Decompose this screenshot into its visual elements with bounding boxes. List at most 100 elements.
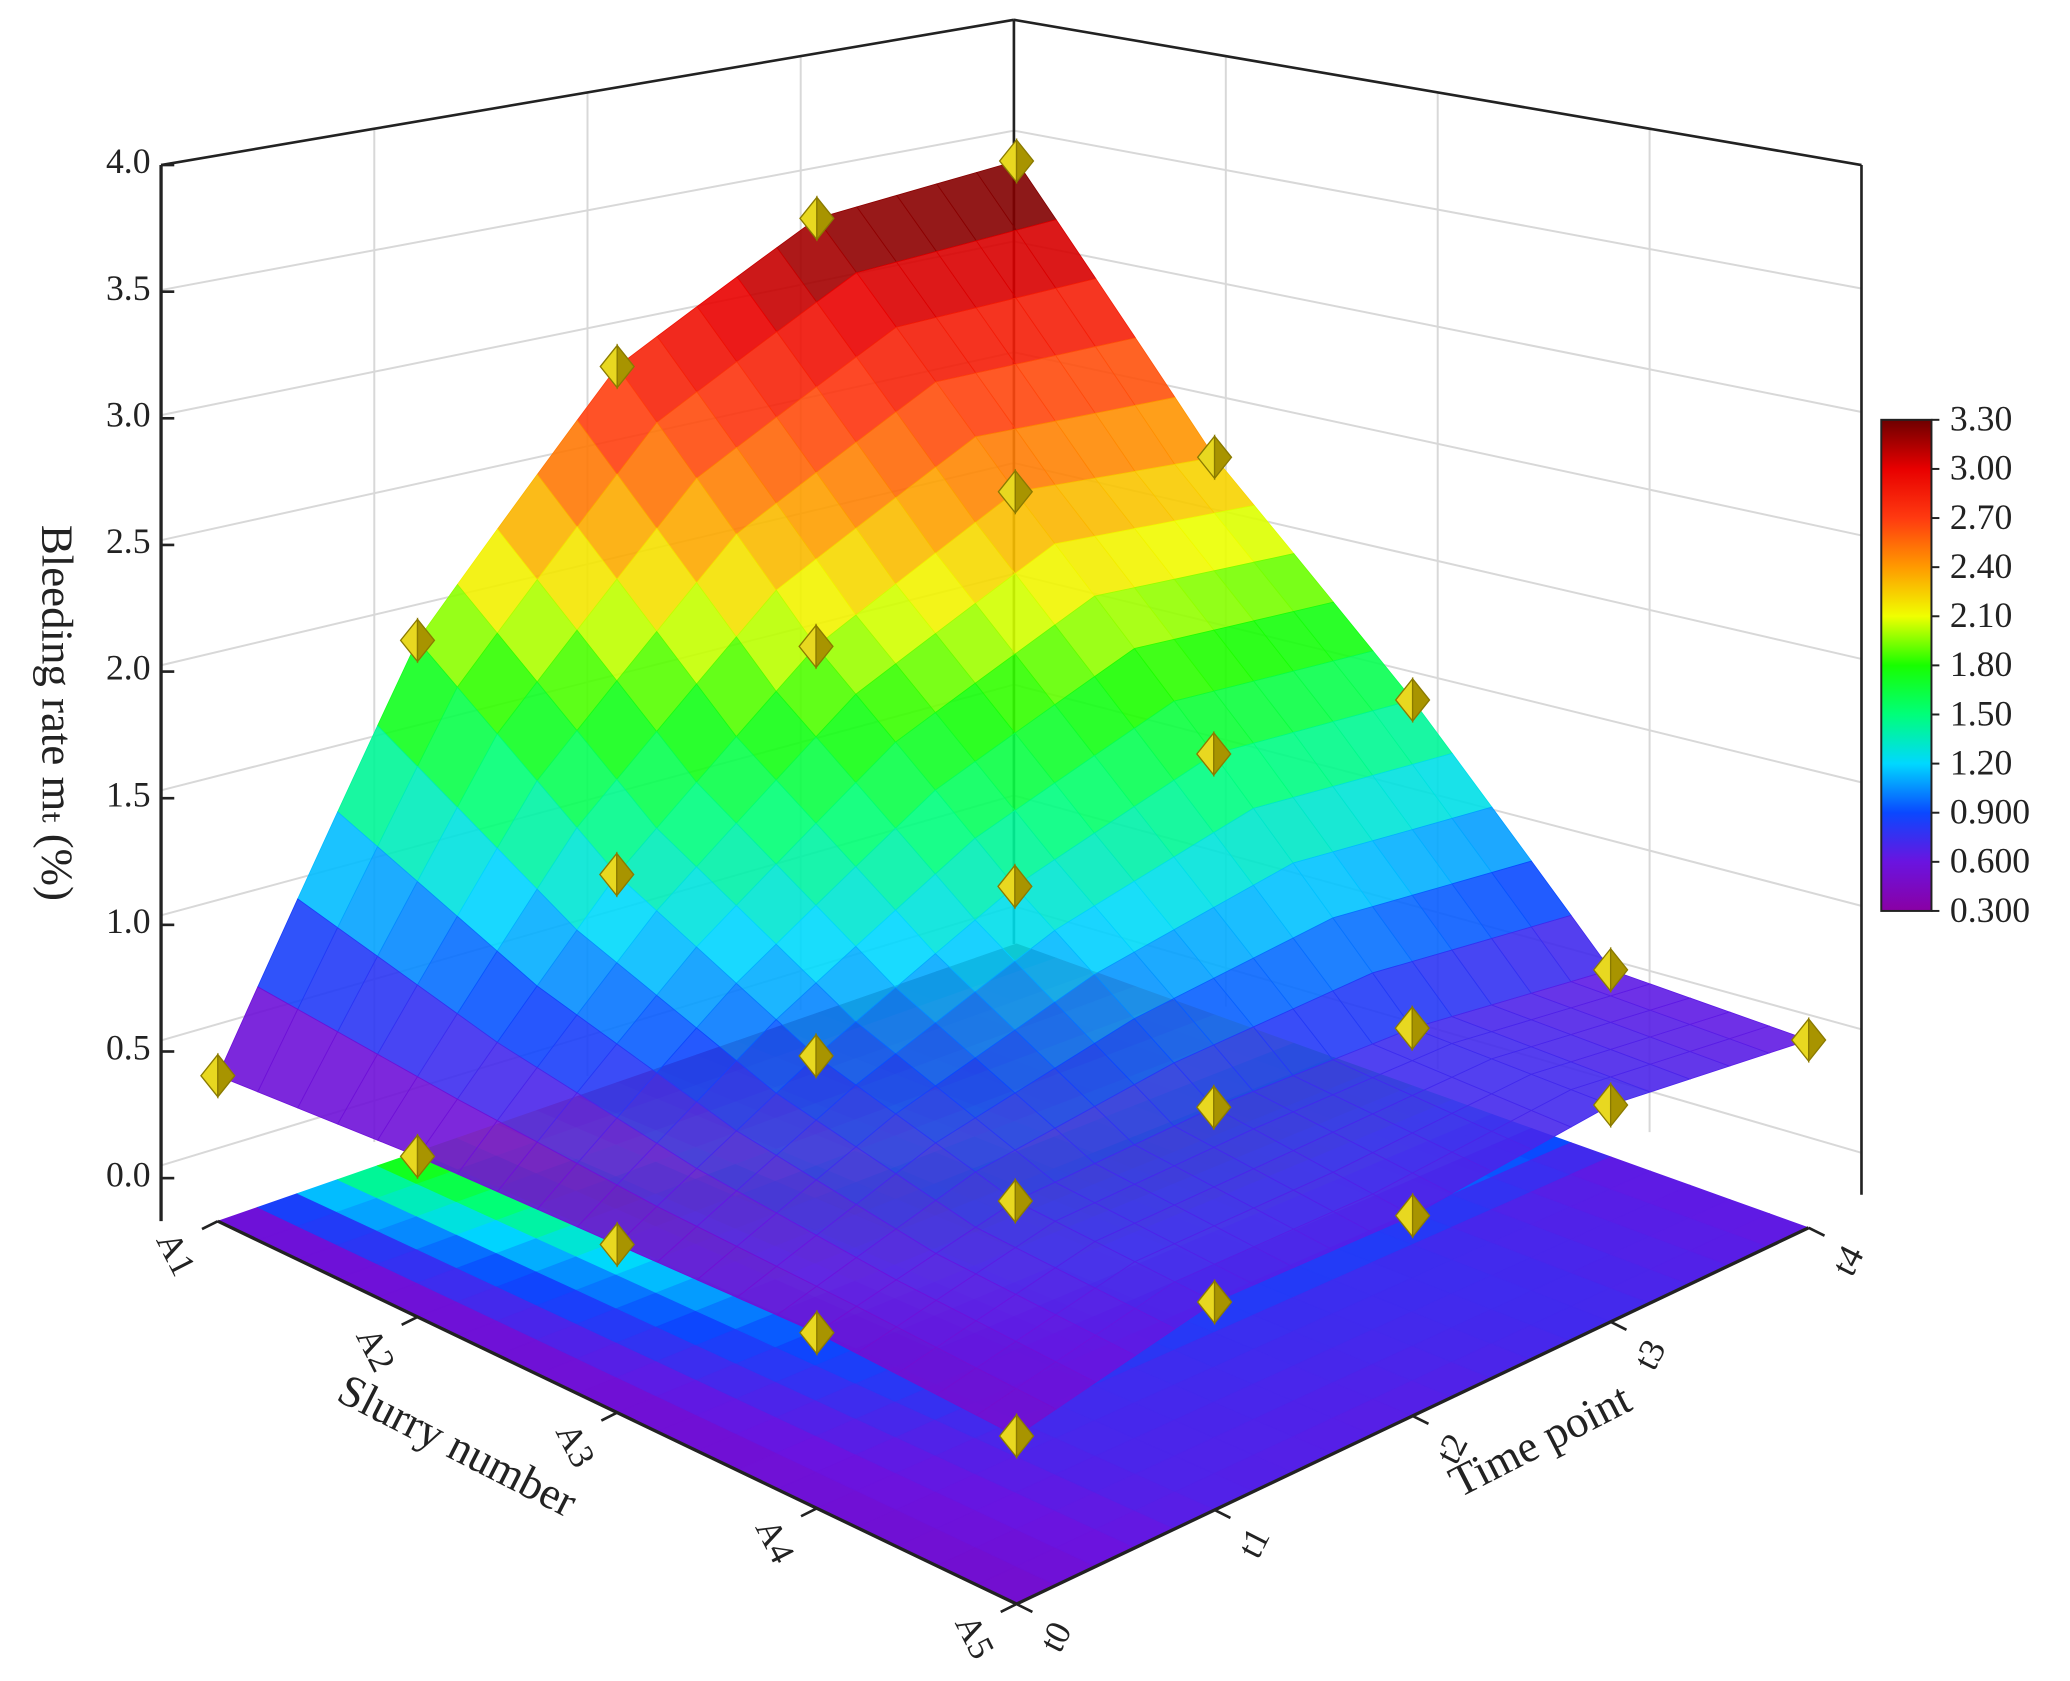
marker-right xyxy=(1213,434,1233,481)
y-tick xyxy=(1808,1226,1826,1237)
data-point xyxy=(997,1178,1034,1225)
marker-right xyxy=(416,617,436,664)
x-axis-title: Slurry number xyxy=(330,1364,585,1527)
colorbar-tick-label: 0.900 xyxy=(1950,792,2030,832)
data-point xyxy=(1196,1084,1232,1131)
x-tick-label: A1 xyxy=(149,1225,204,1282)
marker-right xyxy=(616,343,635,390)
data-point xyxy=(1196,730,1232,777)
box-edge xyxy=(1013,18,1862,167)
marker-right xyxy=(217,1052,236,1099)
marker-right xyxy=(815,1032,834,1079)
marker-right xyxy=(1014,1178,1034,1225)
plot: Bleeding rate mₜ (%) Slurry number Time … xyxy=(33,18,2030,1665)
x-tick-label: A4 xyxy=(748,1512,803,1569)
y-tick xyxy=(1015,1602,1033,1614)
marker-right xyxy=(1808,1017,1827,1064)
y-axis-title: Time point xyxy=(1441,1373,1639,1507)
x-tick xyxy=(401,1315,419,1327)
grid-line xyxy=(160,18,1862,167)
z-tick-label: 4.0 xyxy=(106,141,151,181)
z-axis-title: Bleeding rate mₜ (%) xyxy=(33,525,83,901)
data-point xyxy=(1790,1017,1827,1064)
marker-right xyxy=(1411,676,1431,723)
data-point xyxy=(1394,676,1431,723)
data-point xyxy=(200,1052,236,1099)
marker-right xyxy=(816,195,835,242)
marker-right xyxy=(1014,468,1034,515)
marker-right xyxy=(1411,1005,1430,1052)
colorbar-tick-label: 2.70 xyxy=(1950,497,2012,537)
z-tick-label: 1.0 xyxy=(106,901,151,941)
y-tick-label: t3 xyxy=(1625,1333,1673,1376)
data-point xyxy=(599,343,635,390)
data-point xyxy=(1592,1082,1629,1129)
marker-right xyxy=(1609,1082,1629,1129)
colorbar-tick-label: 0.300 xyxy=(1950,890,2030,930)
data-point xyxy=(998,138,1035,185)
marker-right xyxy=(616,851,635,898)
x-tick xyxy=(800,1507,818,1518)
data-point xyxy=(998,1412,1035,1459)
data-point xyxy=(1196,1279,1233,1326)
y-tick xyxy=(1610,1320,1628,1331)
marker-right xyxy=(1609,946,1629,993)
z-tick-label: 0.0 xyxy=(106,1154,151,1194)
data-point xyxy=(399,1133,436,1180)
data-point xyxy=(997,863,1033,910)
colorbar-tick-label: 3.00 xyxy=(1950,448,2012,488)
colorbar-tick-label: 2.40 xyxy=(1950,546,2012,586)
marker-left xyxy=(1790,1017,1810,1064)
data-point xyxy=(799,1309,835,1356)
colorbar-tick-label: 1.50 xyxy=(1950,693,2012,733)
y-tick-label: t0 xyxy=(1031,1615,1079,1658)
data-point xyxy=(798,623,834,670)
z-tick-label: 2.5 xyxy=(106,521,151,561)
z-tick-label: 1.5 xyxy=(106,774,151,814)
data-point xyxy=(997,468,1034,515)
marker-right xyxy=(416,1133,436,1180)
z-tick-label: 3.0 xyxy=(106,394,151,434)
marker-right xyxy=(815,623,834,670)
z-tick-label: 3.5 xyxy=(106,268,151,308)
data-point xyxy=(1394,1192,1431,1239)
marker-right xyxy=(1015,1412,1035,1459)
marker-right xyxy=(1411,1192,1431,1239)
z-tick-label: 0.5 xyxy=(106,1028,151,1068)
marker-left xyxy=(399,617,419,664)
surface-patch xyxy=(975,1388,1057,1437)
colorbar-tick-label: 0.600 xyxy=(1950,841,2030,881)
marker-right xyxy=(1213,1279,1233,1326)
x-tick-label: A3 xyxy=(548,1417,603,1474)
x-tick xyxy=(1000,1602,1018,1614)
x-tick xyxy=(600,1411,618,1422)
data-point xyxy=(798,1032,834,1079)
data-point xyxy=(1196,434,1233,481)
colorbar xyxy=(1880,418,1933,912)
colorbar-tick-label: 2.10 xyxy=(1950,595,2012,635)
data-point xyxy=(399,617,436,664)
data-point xyxy=(599,1221,635,1268)
marker-right xyxy=(616,1221,635,1268)
y-tick-label: t1 xyxy=(1229,1521,1277,1564)
x-tick xyxy=(201,1220,219,1231)
data-point xyxy=(1394,1005,1430,1052)
y-tick xyxy=(1412,1414,1430,1426)
x-tick-label: A5 xyxy=(947,1608,1002,1665)
marker-right xyxy=(1015,138,1035,185)
data-point xyxy=(599,851,635,898)
colorbar-tick-label: 1.20 xyxy=(1950,742,2012,782)
marker-right xyxy=(816,1309,835,1356)
data-point xyxy=(799,195,835,242)
y-tick-label: t4 xyxy=(1823,1239,1871,1282)
data-point xyxy=(1592,946,1629,993)
marker-left xyxy=(200,1052,219,1099)
colorbar-tick-label: 1.80 xyxy=(1950,644,2012,684)
marker-right xyxy=(1213,1084,1232,1131)
y-tick xyxy=(1213,1508,1232,1520)
marker-right xyxy=(1213,730,1232,777)
colorbar-tick-label: 3.30 xyxy=(1950,399,2012,439)
marker-right xyxy=(1014,863,1033,910)
